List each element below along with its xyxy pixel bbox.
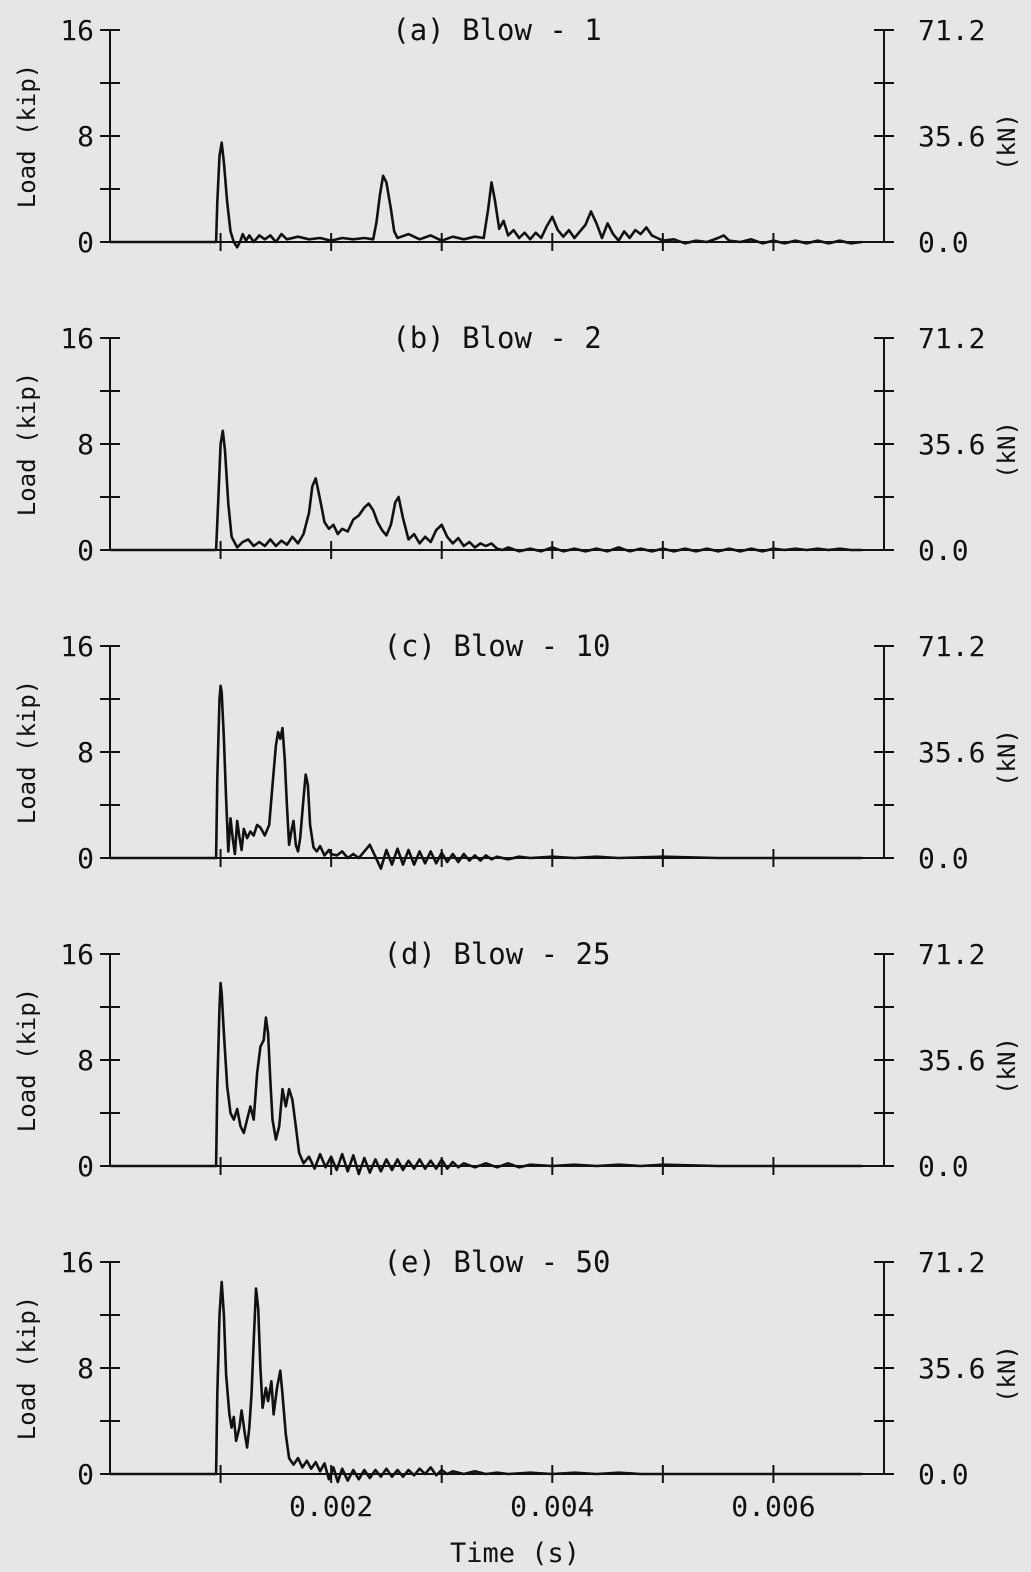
left-tick-label: 8 — [77, 120, 94, 153]
load-series-line — [110, 684, 862, 870]
left-axis-label: Load (kip) — [13, 1296, 41, 1441]
load-series-line — [110, 1280, 862, 1484]
panels-layer: 0 8 16 0.0 35.6 71.2 Load (kip) (kN) (a) Blow - … — [13, 13, 1021, 1523]
left-tick-label: 8 — [77, 428, 94, 461]
right-tick-label: 35.6 — [918, 1352, 985, 1385]
right-tick-label: 35.6 — [918, 428, 985, 461]
right-tick-label: 71.2 — [918, 14, 985, 47]
right-axis-label: (kN) — [993, 729, 1021, 787]
left-axis-label: Load (kip) — [13, 64, 41, 209]
right-tick-label: 71.2 — [918, 1246, 985, 1279]
left-tick-label: 0 — [77, 842, 94, 875]
left-tick-label: 8 — [77, 1044, 94, 1077]
x-tick-label: 0.002 — [289, 1490, 373, 1523]
panel-title: (e) Blow - 50 — [384, 1245, 611, 1279]
left-tick-label: 0 — [77, 534, 94, 567]
right-tick-label: 35.6 — [918, 736, 985, 769]
right-tick-label: 71.2 — [918, 938, 985, 971]
load-series-line — [110, 981, 862, 1176]
left-tick-label: 16 — [60, 630, 94, 663]
right-tick-label: 35.6 — [918, 120, 985, 153]
left-tick-label: 0 — [77, 226, 94, 259]
right-tick-label: 71.2 — [918, 630, 985, 663]
load-series-line — [110, 429, 862, 553]
right-tick-label: 0.0 — [918, 226, 969, 259]
left-axis-label: Load (kip) — [13, 988, 41, 1133]
x-tick-label: 0.004 — [510, 1490, 594, 1523]
left-tick-label: 8 — [77, 736, 94, 769]
right-tick-label: 0.0 — [918, 842, 969, 875]
x-tick-label: 0.006 — [731, 1490, 815, 1523]
panel-5: 0 8 16 0.0 35.6 71.2 Load (kip) (kN) (e) Blow - … — [13, 1245, 1021, 1523]
panel-title: (d) Blow - 25 — [384, 937, 611, 971]
panel-3: 0 8 16 0.0 35.6 71.2 Load (kip) (kN) (c) Blow - … — [13, 629, 1021, 875]
left-tick-label: 16 — [60, 1246, 94, 1279]
right-axis-label: (kN) — [993, 113, 1021, 171]
load-series-line — [110, 141, 863, 249]
right-tick-label: 0.0 — [918, 1458, 969, 1491]
panel-title: (c) Blow - 10 — [384, 629, 611, 663]
right-tick-label: 71.2 — [918, 322, 985, 355]
left-axis-label: Load (kip) — [13, 680, 41, 825]
x-axis-title: Time (s) — [450, 1538, 580, 1569]
panel-title: (b) Blow - 2 — [392, 321, 602, 355]
panel-title: (a) Blow - 1 — [392, 13, 602, 47]
panel-1: 0 8 16 0.0 35.6 71.2 Load (kip) (kN) (a) Blow - … — [13, 13, 1021, 259]
right-axis-label: (kN) — [993, 1037, 1021, 1095]
right-axis-label: (kN) — [993, 421, 1021, 479]
right-tick-label: 0.0 — [918, 1150, 969, 1183]
left-tick-label: 16 — [60, 322, 94, 355]
left-tick-label: 8 — [77, 1352, 94, 1385]
left-tick-label: 0 — [77, 1150, 94, 1183]
left-tick-label: 16 — [60, 14, 94, 47]
left-axis-label: Load (kip) — [13, 372, 41, 517]
panel-4: 0 8 16 0.0 35.6 71.2 Load (kip) (kN) (d) Blow - … — [13, 937, 1021, 1183]
right-axis-label: (kN) — [993, 1345, 1021, 1403]
right-tick-label: 35.6 — [918, 1044, 985, 1077]
panel-2: 0 8 16 0.0 35.6 71.2 Load (kip) (kN) (b) Blow - … — [13, 321, 1021, 567]
left-tick-label: 0 — [77, 1458, 94, 1491]
left-tick-label: 16 — [60, 938, 94, 971]
right-tick-label: 0.0 — [918, 534, 969, 567]
